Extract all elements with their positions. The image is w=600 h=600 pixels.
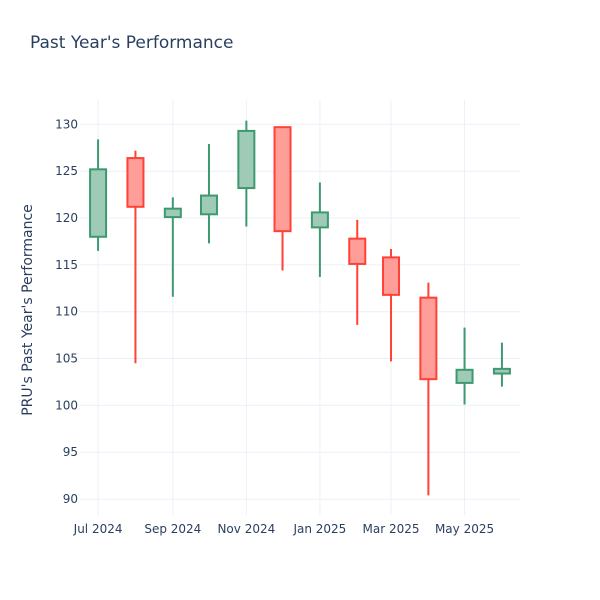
candle-body xyxy=(126,157,145,208)
candle-body xyxy=(348,237,367,265)
y-tick-label: 90 xyxy=(63,492,78,506)
grid-lines xyxy=(80,100,520,515)
candles xyxy=(89,120,511,496)
y-tick-label: 115 xyxy=(55,258,78,272)
candle-body xyxy=(419,296,438,381)
x-axis-ticks: Jul 2024 Sep 2024 Nov 2024 Jan 2025 Mar 2025… xyxy=(73,522,494,536)
x-tick-label: Jan 2025 xyxy=(292,522,346,536)
candle xyxy=(419,282,438,496)
x-tick-label: Jul 2024 xyxy=(73,522,123,536)
candle-body xyxy=(199,194,218,216)
candle-body xyxy=(382,256,401,296)
x-tick-label: May 2025 xyxy=(435,522,494,536)
y-tick-label: 105 xyxy=(55,352,78,366)
y-tick-label: 110 xyxy=(55,305,78,319)
candle xyxy=(237,120,256,227)
candle-body xyxy=(310,211,329,229)
candle xyxy=(455,327,474,405)
candle-body xyxy=(492,367,511,375)
y-axis-ticks: 90 95 100 105 110 115 120 125 130 xyxy=(55,117,78,506)
candle xyxy=(348,219,367,325)
candle xyxy=(89,139,108,251)
candle xyxy=(310,182,329,278)
candle-body xyxy=(455,368,474,384)
y-tick-label: 125 xyxy=(55,164,78,178)
x-tick-label: Mar 2025 xyxy=(363,522,420,536)
candle-body xyxy=(163,207,182,219)
y-tick-label: 95 xyxy=(63,445,78,459)
candle xyxy=(163,197,182,297)
candle-body xyxy=(237,129,256,190)
candle xyxy=(492,342,511,387)
chart-title: Past Year's Performance xyxy=(30,33,234,53)
candle xyxy=(126,150,145,364)
y-tick-label: 100 xyxy=(55,398,78,412)
y-tick-label: 130 xyxy=(55,117,78,131)
y-tick-label: 120 xyxy=(55,211,78,225)
candle xyxy=(199,144,218,244)
candle-body xyxy=(89,168,108,238)
candle xyxy=(382,248,401,362)
candle xyxy=(273,126,292,271)
x-tick-label: Sep 2024 xyxy=(144,522,201,536)
candle-body xyxy=(273,126,292,233)
x-tick-label: Nov 2024 xyxy=(217,522,275,536)
